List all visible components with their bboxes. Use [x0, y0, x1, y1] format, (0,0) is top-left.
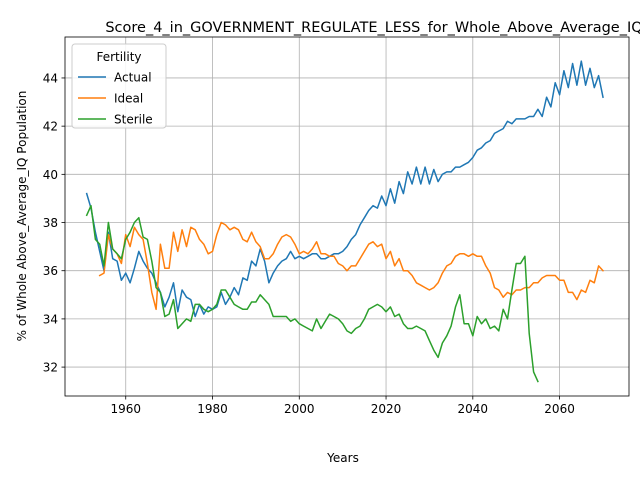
y-axis-label: % of Whole Above_Average_IQ Population: [15, 91, 29, 342]
series-line-actual: [85, 60, 604, 318]
y-tick-label: 44: [43, 71, 58, 85]
x-axis-label: Years: [326, 451, 359, 465]
legend: Fertility Actual Ideal Sterile: [71, 43, 167, 129]
plot-frame: [64, 36, 630, 397]
x-tick-label: 2060: [544, 402, 575, 416]
x-tick-label: 1980: [197, 402, 228, 416]
legend-label-actual: Actual: [114, 71, 152, 85]
legend-label-ideal: Ideal: [114, 92, 143, 106]
chart-title: Score_4_in_GOVERNMENT_REGULATE_LESS_for_…: [105, 20, 640, 36]
y-tick-label: 42: [43, 120, 58, 134]
y-tick-label: 32: [43, 361, 58, 375]
y-tick-label: 36: [43, 264, 58, 278]
x-tick-label: 2020: [371, 402, 402, 416]
x-tick-label: 1960: [110, 402, 141, 416]
legend-box: [71, 43, 167, 129]
series-line-ideal: [98, 221, 605, 311]
legend-label-sterile: Sterile: [114, 113, 153, 127]
x-tick-label: 2040: [458, 402, 489, 416]
x-tick-label: 2000: [284, 402, 315, 416]
y-tick-label: 34: [43, 312, 58, 326]
legend-title: Fertility: [96, 50, 141, 64]
y-tick-label: 38: [43, 216, 58, 230]
axes: 1960 1980 2000 2020 2040 2060 32 34 36 38 40 42 44: [43, 71, 575, 416]
y-tick-label: 40: [43, 168, 58, 182]
series-line-sterile: [85, 204, 539, 383]
series-lines: [85, 60, 605, 383]
